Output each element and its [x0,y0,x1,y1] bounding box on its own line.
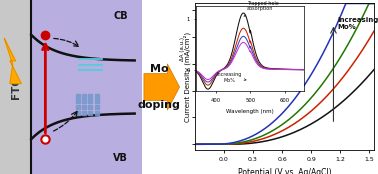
Y-axis label: Current Density (mA/cm²): Current Density (mA/cm²) [183,31,191,122]
Text: VB: VB [113,153,128,163]
Text: doping: doping [138,100,181,110]
Text: Mo: Mo [150,64,169,74]
FancyArrow shape [144,64,180,110]
Text: Increasing
Mo%: Increasing Mo% [337,17,378,30]
Text: CB: CB [113,11,128,21]
Bar [0,0,31,174]
X-axis label: Potential (V vs. Ag/AgCl): Potential (V vs. Ag/AgCl) [238,168,331,174]
Polygon shape [4,38,21,84]
Text: FTO: FTO [11,76,20,98]
Bar [31,0,142,174]
